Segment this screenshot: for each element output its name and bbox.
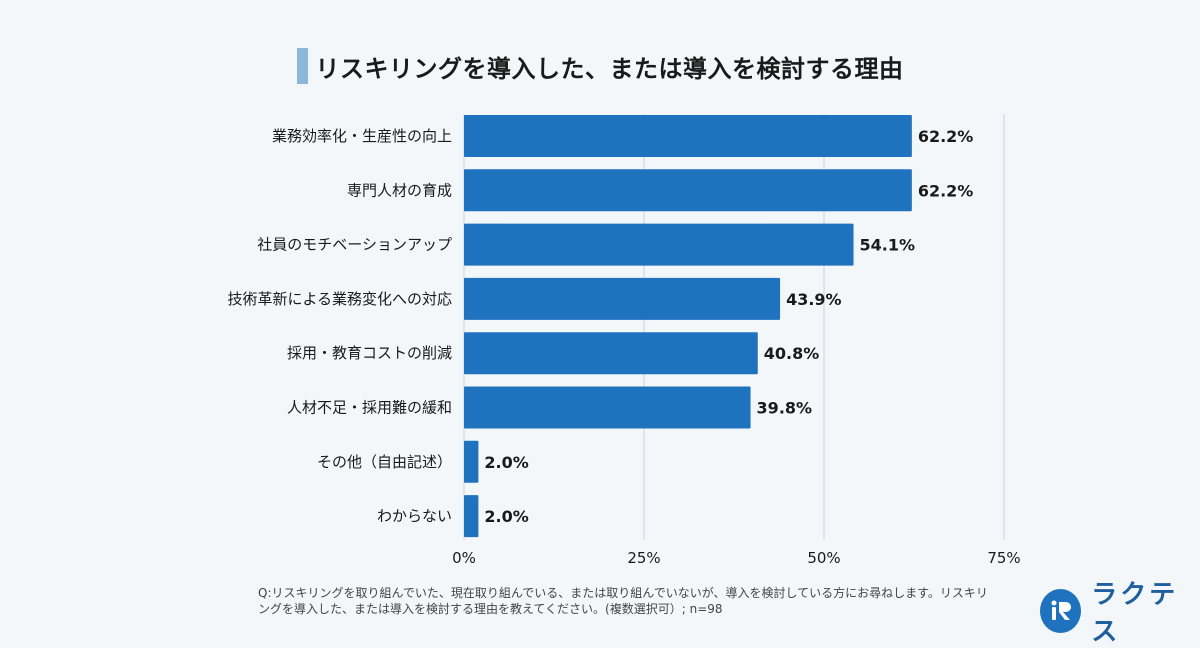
x-tick-label: 75% <box>987 549 1020 567</box>
x-tick-label: 0% <box>452 549 476 567</box>
data-label: 2.0% <box>484 453 528 472</box>
bar <box>464 386 751 429</box>
bar <box>464 115 912 157</box>
bar <box>464 440 479 483</box>
category-label: 人材不足・採用難の緩和 <box>287 399 452 417</box>
bar-chart: 業務効率化・生産性の向上 62.2% 専門人材の育成 62.2% 社員のモチベーションア… <box>227 114 1021 567</box>
logo-glyph-icon <box>1051 600 1071 620</box>
bar <box>464 277 781 320</box>
bar <box>464 495 479 538</box>
data-label: 2.0% <box>484 507 528 526</box>
bar <box>464 332 758 375</box>
brand-logo: ラクテス <box>1040 574 1200 648</box>
data-label: 40.8% <box>764 344 820 363</box>
category-label: 専門人材の育成 <box>347 181 452 199</box>
title-accent-bar <box>296 48 308 84</box>
chart-title-wrap: リスキリングを導入した、または導入を検討する理由 <box>0 48 1200 84</box>
data-label: 62.2% <box>918 181 974 200</box>
category-label: 採用・教育コストの削減 <box>287 344 452 362</box>
category-label: 業務効率化・生産性の向上 <box>272 127 452 145</box>
category-label: わからない <box>377 507 452 525</box>
x-tick-label: 25% <box>627 549 660 567</box>
footnote: Q:リスキリングを取り組んでいた、現在取り組んでいる、または取り組んでいないが、… <box>258 586 988 616</box>
logo-text: ラクテス <box>1091 580 1179 647</box>
data-label: 62.2% <box>918 127 974 146</box>
bar <box>464 169 912 212</box>
category-label: その他（自由記述） <box>317 453 452 471</box>
category-label: 技術革新による業務変化への対応 <box>227 290 452 308</box>
data-label: 39.8% <box>757 399 813 418</box>
data-label: 54.1% <box>860 236 916 255</box>
category-label: 社員のモチベーションアップ <box>257 236 452 254</box>
data-label: 43.9% <box>786 290 842 309</box>
bar <box>464 223 854 266</box>
logo-mark-icon <box>1040 589 1082 633</box>
chart-title: リスキリングを導入した、または導入を検討する理由 <box>315 54 904 83</box>
x-tick-label: 50% <box>807 549 840 567</box>
